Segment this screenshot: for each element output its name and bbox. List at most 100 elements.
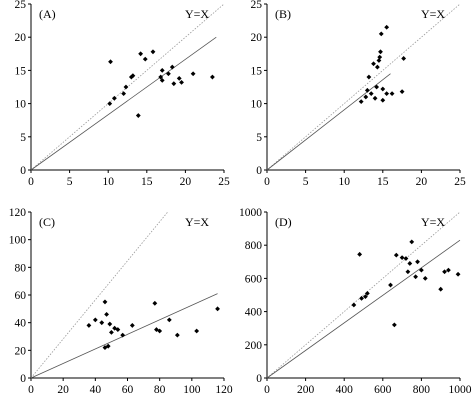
- y-tick-label-d: 1000: [239, 207, 262, 219]
- data-point-c: [120, 332, 126, 338]
- y-tick-label-b: 15: [251, 65, 263, 77]
- data-point-b: [374, 64, 380, 70]
- data-point-d: [419, 267, 424, 273]
- y-tick-label-b: 25: [251, 0, 263, 11]
- x-tick-label-a: 20: [180, 176, 192, 188]
- data-point-c: [86, 323, 92, 328]
- data-point-c: [157, 328, 163, 334]
- x-tick-label-c: 40: [90, 384, 102, 396]
- y-tick-label-c: 40: [15, 318, 27, 330]
- data-point-b: [380, 97, 386, 103]
- data-point-d: [357, 251, 363, 257]
- data-point-b: [372, 95, 378, 101]
- x-tick-label-a: 15: [141, 176, 153, 188]
- data-point-b: [368, 91, 374, 97]
- data-point-d: [388, 282, 393, 288]
- y-tick-label-d: 400: [245, 307, 263, 319]
- x-tick-label-b: 15: [377, 176, 389, 188]
- data-point-b: [380, 86, 386, 92]
- data-point-d: [399, 255, 405, 261]
- data-point-d: [351, 302, 357, 308]
- panel-c: 0 20 40 60 80 100 120 0 20 40 60 80 100 120 (C) Y=X: [9, 207, 233, 396]
- data-point-a: [158, 74, 164, 80]
- y-tick-label-a: 10: [15, 99, 27, 111]
- x-tick-label-c: 0: [28, 384, 34, 396]
- x-tick-label-c: 80: [154, 384, 166, 396]
- data-point-d: [403, 256, 409, 261]
- panel-b: 0 5 10 15 20 25 0 5 10 15 20 25 (B) Y=X: [251, 0, 467, 188]
- y-tick-label-b: 5: [256, 132, 262, 144]
- data-point-c: [102, 345, 108, 350]
- y-tick-label-d: 200: [245, 340, 263, 352]
- data-point-d: [407, 261, 413, 266]
- y-tick-label-c: 60: [15, 290, 27, 302]
- data-point-b: [378, 49, 383, 55]
- yx-annotation-a: Y=X: [185, 7, 209, 21]
- data-point-d: [422, 276, 428, 281]
- y-tick-label-d: 0: [256, 373, 262, 385]
- x-tick-label-d: 600: [374, 384, 392, 396]
- data-point-b: [389, 91, 395, 97]
- y-tick-label-a: 20: [15, 32, 27, 44]
- data-point-d: [364, 290, 370, 296]
- y-tick-label-a: 0: [20, 165, 26, 177]
- data-point-b: [366, 74, 372, 80]
- data-point-c: [104, 311, 109, 317]
- fit-line-d: [266, 239, 461, 379]
- data-point-c: [215, 306, 220, 312]
- x-tick-label-b: 0: [264, 176, 270, 188]
- data-point-a: [107, 101, 113, 106]
- y-tick-label-b: 10: [251, 99, 263, 111]
- data-point-c: [174, 332, 180, 338]
- data-point-a: [179, 79, 184, 85]
- data-point-c: [92, 317, 98, 323]
- data-point-a: [142, 56, 148, 62]
- data-point-c: [107, 321, 113, 327]
- data-point-a: [123, 84, 129, 90]
- x-tick-label-a: 10: [102, 176, 114, 188]
- data-point-d: [446, 267, 451, 273]
- data-point-d: [359, 295, 364, 301]
- x-tick-label-c: 100: [183, 384, 201, 396]
- data-point-a: [111, 95, 117, 101]
- data-point-a: [130, 73, 136, 79]
- data-point-a: [171, 81, 177, 87]
- data-point-b: [384, 24, 390, 30]
- data-point-d: [391, 322, 397, 328]
- y-tick-label-a: 25: [15, 0, 27, 11]
- x-tick-label-b: 25: [454, 176, 466, 188]
- data-point-c: [109, 329, 114, 335]
- yx-annotation-c: Y=X: [185, 215, 209, 229]
- identity-line-d: [266, 211, 461, 379]
- data-point-d: [363, 294, 368, 300]
- x-tick-label-b: 20: [416, 176, 428, 188]
- x-tick-label-c: 120: [215, 384, 233, 396]
- panel-d: 0 200 400 600 800 1000 0 200 400 600 800 1000 (D) Y=X: [239, 207, 472, 396]
- identity-line-c: [30, 211, 169, 379]
- data-point-a: [169, 64, 175, 70]
- data-point-b: [377, 54, 383, 60]
- panel-label-a: (A): [39, 7, 56, 21]
- data-point-c: [129, 323, 135, 328]
- data-point-d: [442, 269, 447, 275]
- panel-label-d: (D): [275, 215, 292, 229]
- x-tick-label-d: 200: [297, 384, 315, 396]
- x-tick-label-d: 1000: [449, 384, 472, 396]
- x-tick-label-c: 60: [122, 384, 134, 396]
- data-point-a: [150, 49, 156, 55]
- yx-annotation-d: Y=X: [421, 215, 445, 229]
- fit-line-a: [30, 36, 217, 171]
- x-tick-label-d: 0: [264, 384, 270, 396]
- panel-label-b: (B): [275, 7, 291, 21]
- data-point-a: [121, 91, 127, 97]
- data-point-b: [371, 61, 376, 67]
- data-point-d: [409, 239, 415, 245]
- data-point-a: [176, 75, 182, 81]
- y-tick-label-d: 800: [245, 240, 263, 252]
- yx-annotation-b: Y=X: [421, 7, 445, 21]
- data-point-a: [135, 113, 141, 118]
- data-point-a: [108, 59, 113, 65]
- data-point-b: [358, 99, 364, 105]
- data-point-a: [128, 74, 134, 80]
